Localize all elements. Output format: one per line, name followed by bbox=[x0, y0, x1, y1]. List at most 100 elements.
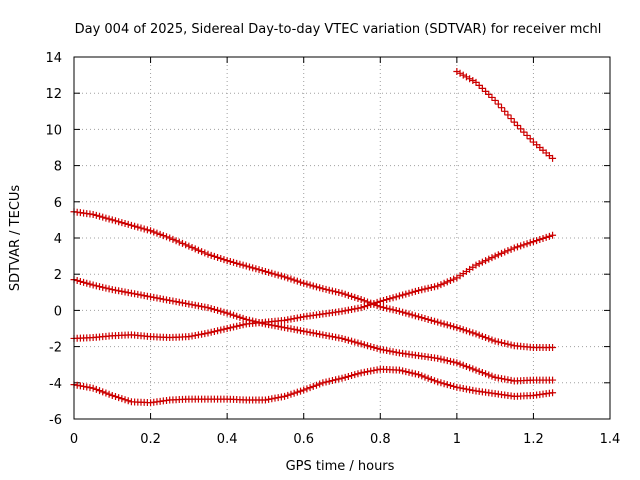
data-point-marker bbox=[319, 379, 327, 387]
data-point-marker bbox=[453, 324, 461, 332]
data-point-marker bbox=[178, 299, 186, 307]
data-point-marker bbox=[488, 254, 496, 262]
data-point-marker bbox=[233, 322, 241, 330]
data-point-marker bbox=[440, 279, 448, 287]
data-point-marker bbox=[478, 369, 486, 377]
data-point-marker bbox=[466, 386, 474, 394]
data-point-marker bbox=[357, 340, 365, 348]
data-point-marker bbox=[431, 377, 439, 385]
data-point-marker bbox=[507, 245, 515, 253]
data-point-marker bbox=[415, 286, 423, 294]
data-point-marker bbox=[284, 324, 292, 332]
data-point-marker bbox=[338, 307, 346, 315]
data-point-marker bbox=[507, 115, 515, 123]
data-point-marker bbox=[446, 322, 454, 330]
series-trace-a bbox=[70, 208, 557, 352]
data-point-marker bbox=[431, 317, 439, 325]
data-point-marker bbox=[306, 384, 314, 392]
data-point-marker bbox=[427, 375, 435, 383]
data-point-marker bbox=[268, 395, 276, 403]
data-point-marker bbox=[494, 374, 502, 382]
data-point-marker bbox=[297, 387, 305, 395]
data-point-marker bbox=[456, 360, 464, 368]
data-point-marker bbox=[453, 67, 461, 75]
data-point-marker bbox=[376, 345, 384, 353]
data-point-marker bbox=[351, 338, 359, 346]
x-tick-label: 0.8 bbox=[370, 432, 391, 447]
data-point-marker bbox=[118, 287, 126, 295]
data-point-marker bbox=[510, 244, 518, 252]
x-tick-label: 0.2 bbox=[140, 432, 161, 447]
data-point-marker bbox=[156, 230, 164, 238]
data-point-marker bbox=[399, 291, 407, 299]
data-point-marker bbox=[86, 384, 94, 392]
data-point-marker bbox=[370, 299, 378, 307]
data-point-marker bbox=[341, 373, 349, 381]
data-point-marker bbox=[159, 295, 167, 303]
y-tick-label: 2 bbox=[54, 268, 62, 283]
data-point-marker bbox=[274, 394, 282, 402]
data-point-marker bbox=[239, 321, 247, 329]
data-point-marker bbox=[328, 287, 336, 295]
data-point-marker bbox=[198, 302, 206, 310]
data-point-marker bbox=[341, 307, 349, 315]
data-point-marker bbox=[494, 338, 502, 346]
data-point-marker bbox=[293, 277, 301, 285]
data-point-marker bbox=[102, 214, 110, 222]
data-point-marker bbox=[73, 277, 81, 285]
tick-layer: 0 0.2 0.4 0.6 0.8 1 1.2 1.4 -6 -4 -2 0 2 4 6 8 10 12 14 bbox=[45, 51, 620, 447]
data-point-marker bbox=[367, 367, 375, 375]
data-point-marker bbox=[124, 397, 132, 405]
data-point-marker bbox=[408, 369, 416, 377]
data-point-marker bbox=[472, 330, 480, 338]
data-point-marker bbox=[134, 290, 142, 298]
data-point-marker bbox=[277, 323, 285, 331]
data-point-marker bbox=[175, 298, 183, 306]
data-point-marker bbox=[427, 316, 435, 324]
data-point-marker bbox=[504, 111, 512, 119]
data-point-marker bbox=[325, 286, 333, 294]
data-point-marker bbox=[402, 309, 410, 317]
series-trace-e bbox=[453, 67, 557, 162]
data-point-marker bbox=[332, 288, 340, 296]
data-point-marker bbox=[335, 334, 343, 342]
data-point-marker bbox=[191, 245, 199, 253]
data-point-marker bbox=[462, 73, 470, 81]
data-point-marker bbox=[348, 305, 356, 313]
data-point-marker bbox=[392, 307, 400, 315]
data-point-marker bbox=[316, 284, 324, 292]
data-point-marker bbox=[354, 339, 362, 347]
data-point-marker bbox=[127, 221, 135, 229]
data-point-marker bbox=[520, 241, 528, 249]
data-point-marker bbox=[338, 289, 346, 297]
data-point-marker bbox=[501, 339, 509, 347]
data-point-marker bbox=[549, 344, 557, 352]
data-point-marker bbox=[185, 242, 193, 250]
data-point-marker bbox=[210, 305, 218, 313]
data-point-marker bbox=[344, 336, 352, 344]
data-point-marker bbox=[201, 249, 209, 257]
data-point-marker bbox=[274, 271, 282, 279]
data-point-marker bbox=[131, 222, 139, 230]
data-point-marker bbox=[290, 276, 298, 284]
data-point-marker bbox=[472, 366, 480, 374]
data-point-marker bbox=[287, 390, 295, 398]
data-point-marker bbox=[233, 312, 241, 320]
data-point-marker bbox=[376, 297, 384, 305]
data-point-marker bbox=[389, 348, 397, 356]
data-point-marker bbox=[306, 328, 314, 336]
data-point-marker bbox=[434, 318, 442, 326]
data-point-marker bbox=[424, 315, 432, 323]
data-point-marker bbox=[399, 367, 407, 375]
data-point-marker bbox=[92, 385, 100, 393]
data-point-marker bbox=[92, 211, 100, 219]
data-point-marker bbox=[453, 359, 461, 367]
data-point-marker bbox=[137, 224, 145, 232]
data-point-marker bbox=[182, 299, 190, 307]
data-point-marker bbox=[475, 81, 483, 89]
marker-layer bbox=[70, 67, 557, 407]
data-point-marker bbox=[427, 283, 435, 291]
data-point-marker bbox=[207, 251, 215, 259]
data-point-marker bbox=[277, 393, 285, 401]
